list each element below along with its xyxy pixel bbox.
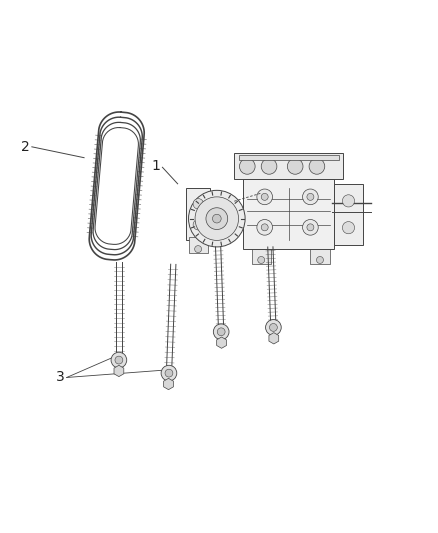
Circle shape [269,324,277,332]
Circle shape [343,195,355,207]
Circle shape [206,208,228,230]
Circle shape [303,220,318,235]
Circle shape [265,320,281,335]
Circle shape [317,256,323,263]
Circle shape [213,324,229,340]
FancyBboxPatch shape [311,248,330,264]
Circle shape [217,328,225,336]
Circle shape [261,193,268,200]
Circle shape [195,197,239,240]
FancyBboxPatch shape [234,154,343,180]
Circle shape [161,365,177,381]
Circle shape [303,189,318,205]
FancyBboxPatch shape [239,155,339,160]
FancyBboxPatch shape [252,248,271,264]
Circle shape [287,158,303,174]
Circle shape [257,220,272,235]
Text: 2: 2 [21,140,30,154]
Circle shape [240,158,255,174]
FancyBboxPatch shape [186,188,210,240]
Circle shape [193,199,204,209]
Circle shape [257,189,272,205]
Polygon shape [114,365,124,377]
FancyBboxPatch shape [334,184,363,245]
Polygon shape [217,337,226,348]
Circle shape [258,256,265,263]
Circle shape [307,193,314,200]
Circle shape [165,369,173,377]
Circle shape [307,224,314,231]
Circle shape [261,158,277,174]
Circle shape [188,190,245,247]
Circle shape [309,158,325,174]
Circle shape [261,224,268,231]
FancyBboxPatch shape [243,180,334,249]
Circle shape [343,222,355,234]
Circle shape [194,246,201,253]
Circle shape [212,214,221,223]
Text: 3: 3 [56,370,64,384]
Circle shape [111,352,127,368]
FancyBboxPatch shape [188,237,208,254]
Circle shape [193,220,204,230]
Polygon shape [269,333,279,344]
Polygon shape [164,378,173,390]
Text: 1: 1 [152,159,160,173]
Circle shape [115,356,123,364]
